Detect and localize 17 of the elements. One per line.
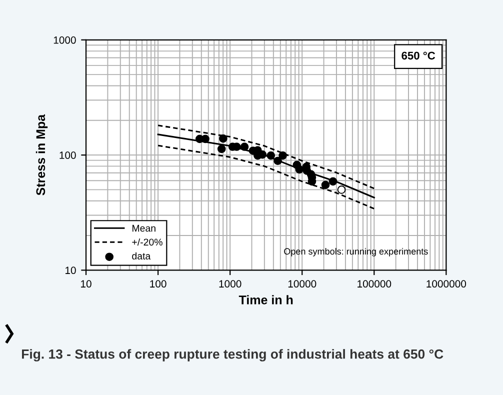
annotation: 650 °C (402, 52, 436, 60)
caption: Fig. 13 - Status of creep rupture testing of industrial heats at 650 °C (22, 349, 444, 362)
x-axis-title: Time in h (238, 295, 293, 304)
x-tick-label: 1000000 (426, 280, 466, 288)
y-tick-label: 100 (60, 152, 76, 159)
y-tick-label: 1000 (54, 36, 76, 44)
annotation: Open symbols: running experiments (284, 248, 428, 256)
x-tick-label: 100000 (358, 280, 392, 288)
x-tick-label: 10000 (288, 280, 316, 288)
x-tick-label: 1000 (219, 280, 242, 288)
y-tick-label: 10 (66, 266, 76, 274)
y-axis-title: Stress in Mpa (36, 114, 48, 196)
x-tick-label: 10 (81, 280, 92, 288)
legend-label: +/-20% (132, 238, 162, 246)
legend-label: data (132, 252, 151, 260)
legend-label: Mean (132, 224, 156, 232)
x-tick-label: 100 (150, 280, 166, 288)
